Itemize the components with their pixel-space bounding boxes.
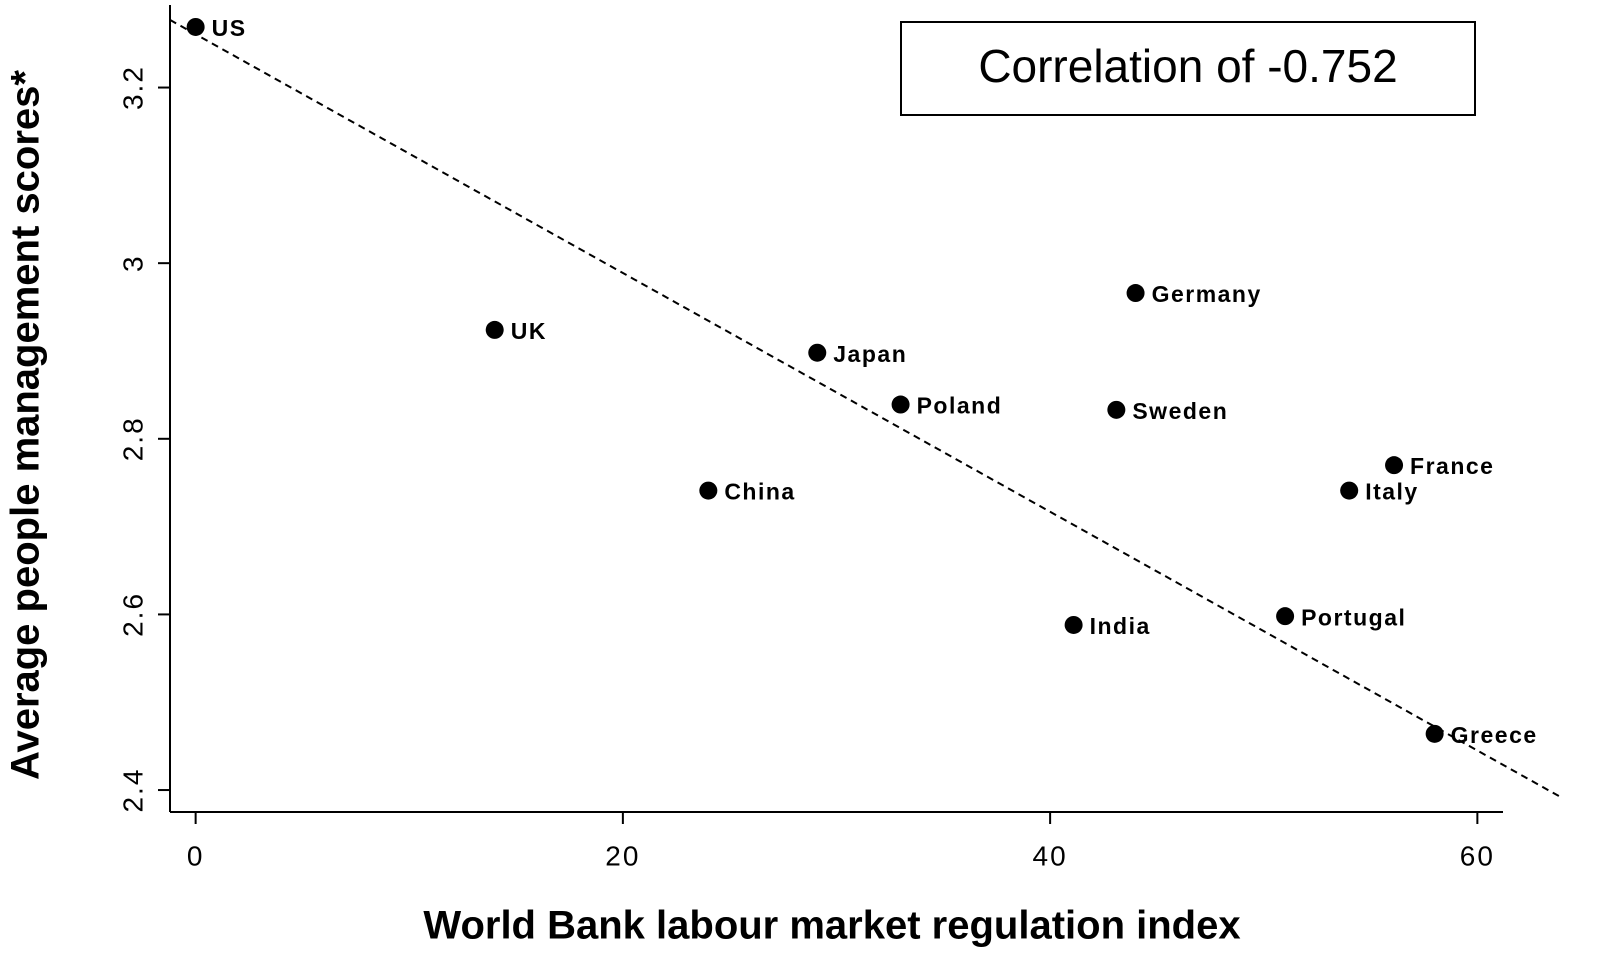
point-label: India bbox=[1090, 613, 1151, 639]
point bbox=[1385, 456, 1404, 475]
point-label: Portugal bbox=[1301, 604, 1406, 630]
point-label: Sweden bbox=[1132, 398, 1228, 424]
point bbox=[485, 320, 504, 339]
x-tick-label: 20 bbox=[605, 840, 640, 871]
point-label: US bbox=[212, 15, 247, 41]
point bbox=[699, 481, 718, 500]
y-tick-label: 2.4 bbox=[117, 768, 148, 813]
x-axis-title: World Bank labour market regulation inde… bbox=[423, 904, 1240, 948]
y-tick-label: 3 bbox=[117, 254, 148, 272]
annotation-box bbox=[900, 21, 1476, 116]
x-tick-label: 0 bbox=[187, 840, 205, 871]
point bbox=[1425, 724, 1444, 743]
trend-line bbox=[169, 19, 1562, 798]
point-label: Japan bbox=[833, 341, 907, 367]
y-tick-label: 2.8 bbox=[117, 416, 148, 461]
x-tick-label: 40 bbox=[1033, 840, 1068, 871]
point-label: Germany bbox=[1152, 281, 1262, 307]
point-label: UK bbox=[511, 318, 547, 344]
point-label: Italy bbox=[1365, 479, 1419, 505]
y-axis-title: Average people management scores* bbox=[4, 70, 48, 780]
annotation: Correlation of -0.752 bbox=[978, 40, 1397, 92]
point bbox=[1340, 481, 1359, 500]
point bbox=[1276, 607, 1295, 626]
point bbox=[1107, 400, 1126, 419]
point-label: China bbox=[724, 479, 795, 505]
point-label: Greece bbox=[1451, 722, 1538, 748]
point bbox=[186, 17, 205, 36]
point bbox=[1064, 615, 1083, 634]
point bbox=[1126, 284, 1145, 303]
point-label: France bbox=[1410, 453, 1494, 479]
x-tick-label: 60 bbox=[1460, 840, 1495, 871]
y-tick-label: 2.6 bbox=[117, 592, 148, 637]
point bbox=[808, 343, 827, 362]
point-label: Poland bbox=[917, 393, 1003, 419]
y-tick-label: 3.2 bbox=[117, 65, 148, 110]
point bbox=[891, 395, 910, 414]
